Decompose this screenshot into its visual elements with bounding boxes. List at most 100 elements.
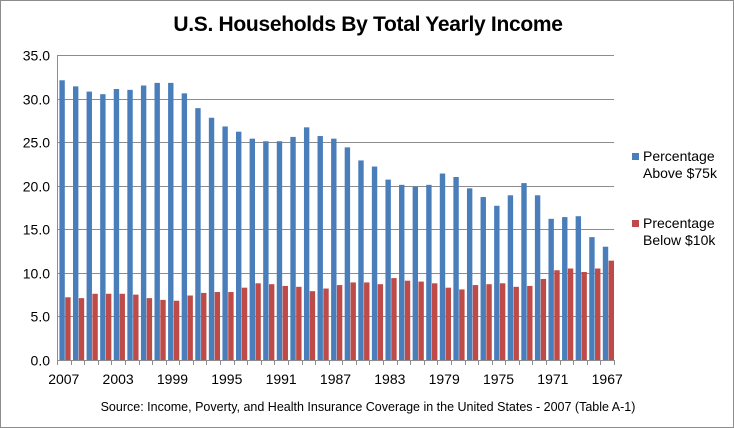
bar-below-10k-1982 bbox=[404, 280, 411, 360]
bar-above-75k-1974 bbox=[507, 195, 514, 360]
bar-above-75k-2006 bbox=[72, 86, 79, 361]
axes bbox=[57, 55, 615, 365]
bar-below-10k-1967 bbox=[608, 260, 615, 360]
bar-below-10k-1985 bbox=[364, 282, 370, 360]
bar-above-75k-2003 bbox=[113, 88, 120, 361]
bar-above-75k-1968 bbox=[589, 237, 595, 360]
bar-above-75k-1969 bbox=[575, 216, 582, 360]
bar-below-10k-1978 bbox=[459, 289, 465, 360]
bar-above-75k-1993 bbox=[249, 138, 255, 360]
legend-swatch-below-10k bbox=[632, 220, 639, 227]
bar-above-75k-1997 bbox=[195, 108, 201, 360]
bar-below-10k-1968 bbox=[595, 268, 601, 360]
x-tick-label: 1999 bbox=[157, 371, 188, 387]
bar-below-10k-2005 bbox=[92, 293, 98, 360]
y-axis-tick-labels: 0.0 5.0 10.0 15.0 20.0 25.0 30.0 35.0 bbox=[23, 48, 50, 369]
bar-above-75k-1998 bbox=[181, 93, 188, 360]
bar-above-75k-1967 bbox=[602, 246, 609, 360]
bar-below-10k-1980 bbox=[432, 283, 438, 360]
y-tick-label: 35.0 bbox=[23, 48, 50, 64]
bar-above-75k-2000 bbox=[154, 82, 160, 360]
bar-below-10k-1991 bbox=[282, 285, 288, 360]
bar-below-10k-1990 bbox=[296, 286, 302, 360]
y-tick-label: 0.0 bbox=[31, 353, 51, 369]
x-tick-label: 1983 bbox=[374, 371, 405, 387]
bar-above-75k-1986 bbox=[344, 147, 351, 360]
bar-above-75k-1999 bbox=[168, 82, 174, 360]
bar-below-10k-1993 bbox=[255, 283, 261, 360]
bar-below-10k-1981 bbox=[418, 281, 424, 360]
bar-above-75k-1973 bbox=[521, 183, 527, 360]
bar-above-75k-1994 bbox=[236, 131, 242, 360]
bar-above-75k-2005 bbox=[86, 91, 92, 360]
bar-below-10k-1998 bbox=[187, 295, 193, 360]
legend-label-line2: Below $10k bbox=[643, 232, 716, 248]
x-tick-label: 1991 bbox=[266, 371, 297, 387]
bar-above-75k-1980 bbox=[426, 184, 432, 360]
bar-below-10k-1979 bbox=[445, 287, 451, 360]
legend-label-line1: Percentage bbox=[643, 148, 715, 164]
y-tick-label: 15.0 bbox=[23, 222, 50, 238]
bar-below-10k-1975 bbox=[499, 283, 506, 360]
bar-above-75k-1989 bbox=[303, 127, 310, 360]
x-tick-label: 1995 bbox=[211, 371, 242, 387]
bar-above-75k-1996 bbox=[208, 117, 215, 361]
x-tick-label: 1975 bbox=[483, 371, 514, 387]
bar-below-10k-1996 bbox=[214, 292, 221, 360]
bar-above-75k-1972 bbox=[534, 195, 541, 360]
bar-below-10k-2000 bbox=[160, 299, 166, 360]
bar-below-10k-2001 bbox=[146, 298, 153, 360]
bar-above-75k-1990 bbox=[290, 136, 296, 360]
chart-title: U.S. Households By Total Yearly Income bbox=[173, 13, 563, 36]
bar-below-10k-1971 bbox=[554, 270, 560, 360]
bar-below-10k-1992 bbox=[268, 284, 275, 360]
bar-below-10k-2007 bbox=[65, 297, 71, 360]
bar-above-75k-1992 bbox=[263, 141, 269, 360]
bar-below-10k-1988 bbox=[323, 288, 329, 360]
bar-below-10k-1974 bbox=[513, 286, 519, 360]
x-tick-label: 2007 bbox=[48, 371, 79, 387]
y-tick-label: 20.0 bbox=[23, 179, 50, 195]
bar-above-75k-1979 bbox=[439, 173, 446, 360]
bar-below-10k-1970 bbox=[567, 268, 574, 360]
bar-below-10k-1972 bbox=[540, 278, 547, 360]
bar-above-75k-1985 bbox=[358, 160, 364, 360]
bar-above-75k-2001 bbox=[140, 85, 147, 360]
bar-above-75k-2002 bbox=[127, 89, 133, 361]
bar-below-10k-1984 bbox=[377, 284, 384, 360]
bar-below-10k-1994 bbox=[241, 287, 248, 360]
x-axis-tick-labels: 2007 2003 1999 1995 1991 1987 1983 1979 1975 1971… bbox=[48, 371, 623, 387]
bar-above-75k-1991 bbox=[276, 141, 283, 360]
bar-below-10k-1973 bbox=[527, 285, 533, 360]
bar-above-75k-1987 bbox=[331, 138, 337, 360]
bar-above-75k-1976 bbox=[480, 197, 486, 360]
bar-above-75k-1971 bbox=[548, 218, 554, 360]
bar-below-10k-1976 bbox=[486, 284, 492, 360]
x-tick-label: 1987 bbox=[320, 371, 351, 387]
legend-label-line1: Precentage bbox=[643, 215, 715, 231]
bar-above-75k-1975 bbox=[494, 205, 500, 360]
y-tick-label: 10.0 bbox=[23, 266, 50, 282]
bar-below-10k-1986 bbox=[350, 282, 356, 360]
y-tick-label: 5.0 bbox=[31, 309, 51, 325]
x-tick-label: 2003 bbox=[103, 371, 134, 387]
legend-label-line2: Above $75k bbox=[643, 165, 717, 181]
bar-above-75k-1977 bbox=[466, 188, 473, 360]
bar-above-75k-2007 bbox=[59, 80, 65, 361]
chart-source-note: Source: Income, Poverty, and Health Insu… bbox=[100, 400, 636, 414]
x-tick-label: 1967 bbox=[592, 371, 623, 387]
x-tick-label: 1979 bbox=[429, 371, 460, 387]
bar-above-75k-1978 bbox=[453, 177, 459, 360]
bar-below-10k-1969 bbox=[581, 271, 587, 360]
bar-above-75k-1981 bbox=[412, 186, 419, 360]
bar-above-75k-1995 bbox=[222, 126, 228, 361]
bar-series bbox=[59, 80, 615, 361]
bar-above-75k-1984 bbox=[371, 166, 378, 360]
y-tick-label: 25.0 bbox=[23, 135, 50, 151]
bar-below-10k-1997 bbox=[201, 292, 207, 360]
bar-below-10k-1983 bbox=[391, 278, 397, 360]
bar-below-10k-1989 bbox=[309, 291, 316, 360]
x-tick-label: 1971 bbox=[537, 371, 568, 387]
bar-below-10k-1987 bbox=[336, 285, 343, 360]
